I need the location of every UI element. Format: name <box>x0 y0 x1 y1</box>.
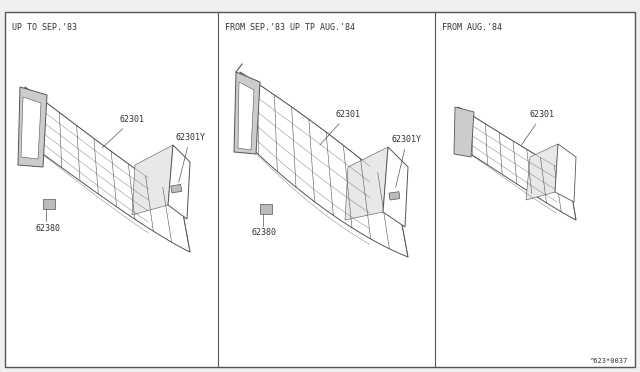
Polygon shape <box>526 144 558 200</box>
Text: 62301: 62301 <box>102 115 145 148</box>
Text: 62380: 62380 <box>252 228 277 237</box>
Polygon shape <box>383 147 408 227</box>
Polygon shape <box>18 87 47 167</box>
Polygon shape <box>25 87 190 252</box>
Text: 62301Y: 62301Y <box>175 133 205 182</box>
Text: UP TO SEP.'83: UP TO SEP.'83 <box>12 23 77 32</box>
Text: FROM SEP.'83 UP TP AUG.'84: FROM SEP.'83 UP TP AUG.'84 <box>225 23 355 32</box>
Text: 62301Y: 62301Y <box>392 135 422 187</box>
FancyBboxPatch shape <box>260 204 272 214</box>
Text: ^623*0037: ^623*0037 <box>589 358 628 364</box>
Polygon shape <box>234 72 260 154</box>
Polygon shape <box>458 107 576 220</box>
Polygon shape <box>21 97 41 159</box>
Polygon shape <box>454 107 474 157</box>
Polygon shape <box>168 145 190 219</box>
Polygon shape <box>132 145 173 215</box>
Polygon shape <box>345 147 388 220</box>
Text: 62301: 62301 <box>320 110 360 145</box>
FancyBboxPatch shape <box>43 199 55 209</box>
Polygon shape <box>555 144 576 202</box>
Text: 62301: 62301 <box>522 110 555 145</box>
Bar <box>171 185 182 193</box>
Polygon shape <box>240 72 408 257</box>
Bar <box>389 192 400 200</box>
Text: 62380: 62380 <box>35 224 60 233</box>
Polygon shape <box>238 82 254 150</box>
Text: FROM AUG.'84: FROM AUG.'84 <box>442 23 502 32</box>
